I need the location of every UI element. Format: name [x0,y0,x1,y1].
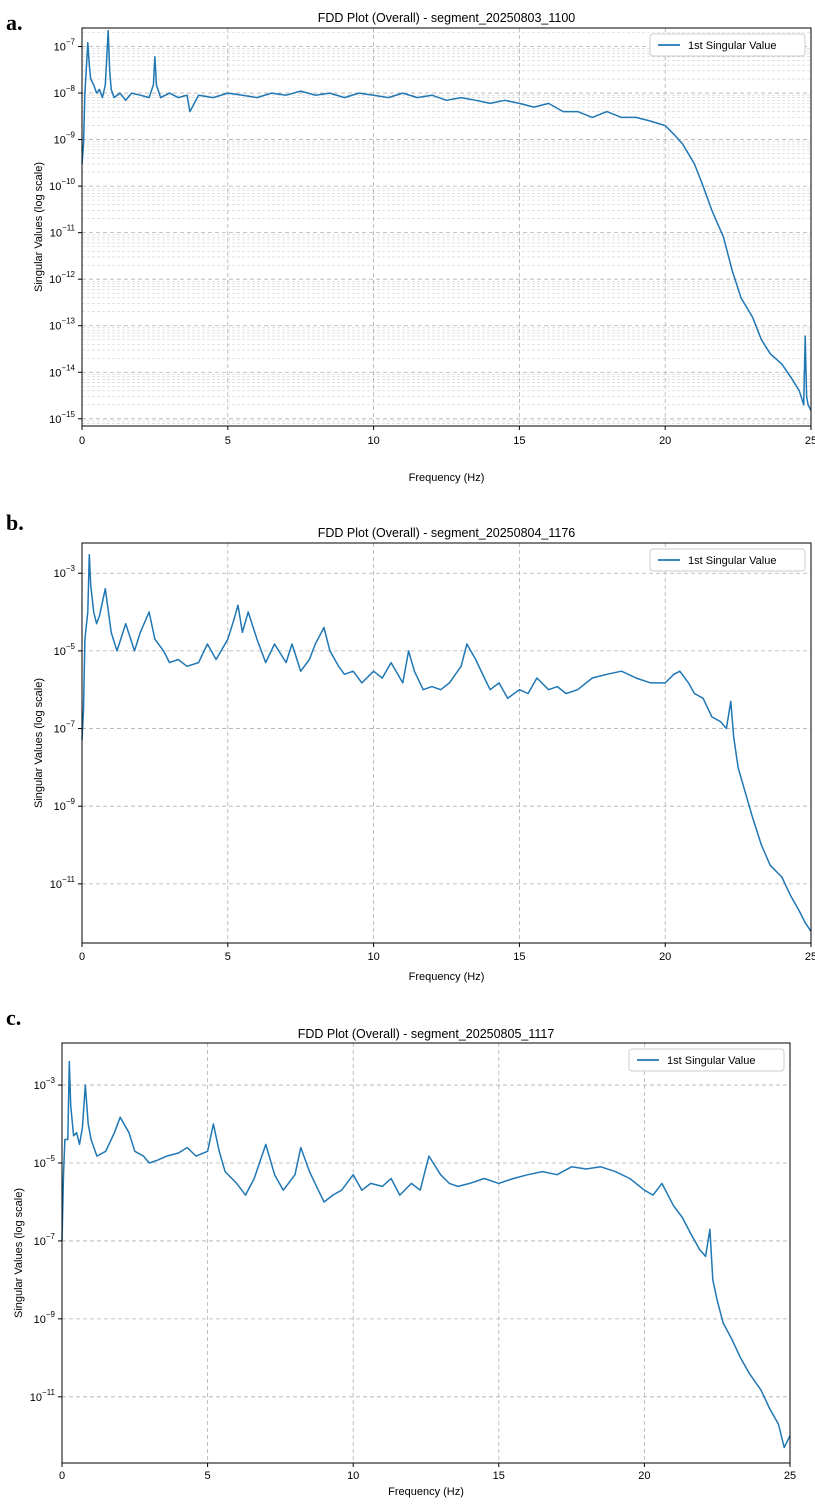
series-line [81,553,812,932]
x-tick-label: 25 [805,951,815,963]
panel-label-a: a. [6,10,23,35]
plot-frame [81,542,812,944]
y-axis-label: Singular Values (log scale) [33,678,45,808]
legend: 1st Singular Value [628,1048,785,1072]
chart-b: 0 5 10 15 20 25 10−3 10−5 10−7 10−9 10−11 FDD Plot … [33,526,815,983]
legend: 1st Singular Value [649,548,806,572]
legend-box [628,1048,785,1072]
y-tick-label: 10−5 [34,1154,56,1170]
x-tick-label: 10 [347,1470,359,1482]
x-tick-label: 5 [205,1470,211,1482]
x-tick-label: 5 [225,951,231,963]
legend-box [649,33,806,57]
series-line [81,29,812,411]
y-tick-label: 10−11 [50,224,76,240]
y-tick-label: 10−11 [30,1388,56,1404]
y-tick-label: 10−5 [54,642,76,658]
x-tick-label: 20 [638,1470,650,1482]
y-tick-label: 10−15 [49,410,75,426]
chart-title: FDD Plot (Overall) - segment_20250804_11… [318,526,576,540]
x-tick-label: 5 [225,435,231,447]
legend: 1st Singular Value [649,33,806,57]
panel-b: b. 0 5 10 15 20 25 10−3 10−5 10−7 10−9 10−11 FDD Pl… [0,500,815,1000]
legend-label: 1st Singular Value [688,555,776,567]
x-tick-label: 15 [493,1470,505,1482]
x-axis-label: Frequency (Hz) [409,472,485,484]
chart-c: 0 5 10 15 20 25 10−3 10−5 10−7 10−9 10−11 FDD Plot … [13,1027,796,1498]
y-tick-label: 10−7 [54,720,76,736]
panel-label-c: c. [6,1005,22,1030]
chart-title: FDD Plot (Overall) - segment_20250803_11… [318,11,576,25]
grid [81,28,812,426]
y-axis-label: Singular Values (log scale) [33,162,45,292]
plot-frame [81,27,812,427]
y-tick-label: 10−13 [49,317,75,333]
x-tick-label: 0 [59,1470,65,1482]
y-tick-label: 10−7 [34,1232,56,1248]
y-tick-label: 10−11 [50,875,76,891]
y-tick-label: 10−8 [54,84,76,100]
y-tick-label: 10−7 [54,38,76,54]
plot-frame [61,1042,791,1464]
x-tick-label: 10 [367,435,379,447]
y-axis-label: Singular Values (log scale) [13,1188,25,1318]
panel-a: a. 0 5 10 15 20 25 10−7 10−8 10−9 10−10 10−11 10−12… [0,0,815,490]
y-tick-label: 10−9 [54,797,76,813]
x-tick-label: 25 [805,435,815,447]
x-tick-label: 20 [659,951,671,963]
y-tick-label: 10−3 [54,564,76,580]
legend-box [649,548,806,572]
chart-title: FDD Plot (Overall) - segment_20250805_11… [298,1027,555,1041]
y-tick-label: 10−3 [34,1076,56,1092]
x-tick-label: 10 [367,951,379,963]
panel-c: c. 0 5 10 15 20 25 10−3 10−5 10−7 10−9 10−11 FDD Pl… [0,1005,815,1499]
x-tick-label: 20 [659,435,671,447]
y-tick-label: 10−10 [49,177,75,193]
panel-label-b: b. [6,510,24,535]
y-tick-label: 10−12 [49,270,75,286]
grid [81,543,812,943]
x-tick-label: 15 [513,435,525,447]
y-tick-label: 10−9 [54,131,76,147]
x-tick-label: 25 [784,1470,796,1482]
chart-a: 0 5 10 15 20 25 10−7 10−8 10−9 10−10 10−11 10−12 10−… [33,11,815,484]
x-tick-label: 0 [79,435,85,447]
series-line [61,1060,791,1449]
y-tick-label: 10−9 [34,1310,56,1326]
legend-label: 1st Singular Value [667,1055,755,1067]
x-axis-label: Frequency (Hz) [409,971,485,983]
x-tick-label: 15 [513,951,525,963]
x-axis-label: Frequency (Hz) [388,1486,464,1498]
legend-label: 1st Singular Value [688,40,776,52]
y-tick-label: 10−14 [49,363,75,379]
grid [61,1043,791,1463]
x-tick-label: 0 [79,951,85,963]
